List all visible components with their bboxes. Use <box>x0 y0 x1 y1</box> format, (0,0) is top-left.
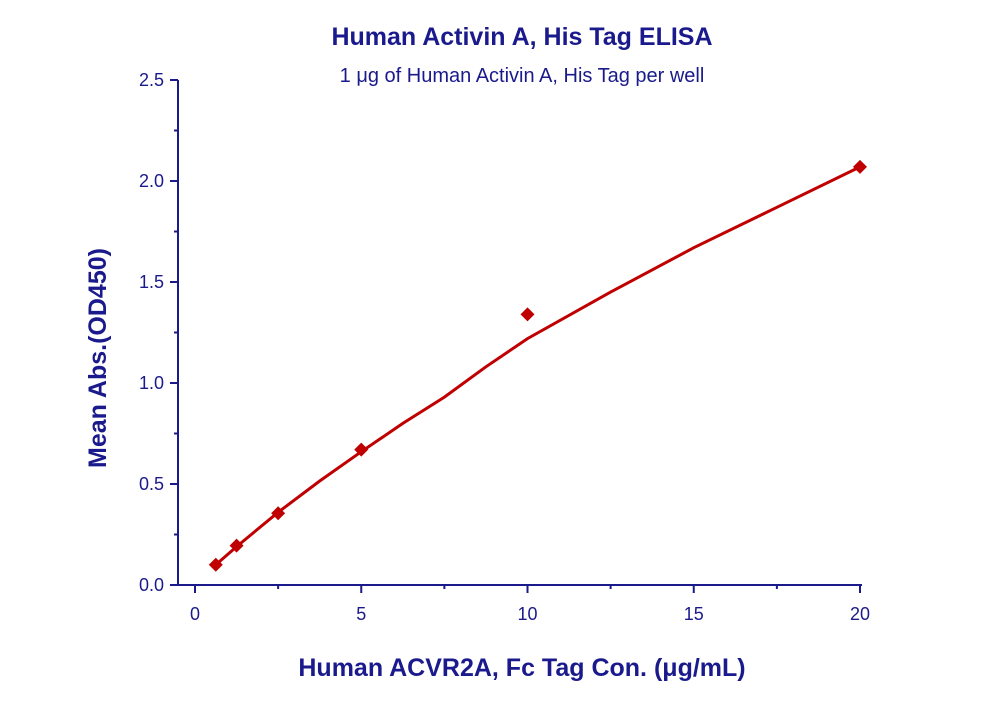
data-point <box>208 557 223 572</box>
data-points <box>208 159 867 572</box>
data-point <box>271 506 286 521</box>
fit-curve <box>214 165 861 566</box>
y-axis-label: Mean Abs.(OD450) <box>84 248 112 468</box>
chart-title: Human Activin A, His Tag ELISA <box>331 23 712 51</box>
y-tick-label: 1.0 <box>139 373 164 393</box>
x-tick-label: 20 <box>850 604 870 624</box>
y-tick-label: 2.0 <box>139 171 164 191</box>
data-point <box>354 442 369 457</box>
data-point <box>520 307 535 322</box>
x-tick-label: 10 <box>517 604 537 624</box>
y-axis-ticks: 0.0 0.5 1.0 1.5 2.0 2.5 <box>139 70 178 595</box>
x-tick-label: 5 <box>356 604 366 624</box>
x-tick-label: 0 <box>190 604 200 624</box>
data-point <box>853 159 867 174</box>
x-tick-label: 15 <box>684 604 704 624</box>
y-tick-label: 1.5 <box>139 272 164 292</box>
x-axis-ticks: 0 5 10 15 20 <box>190 585 870 624</box>
data-point <box>229 538 244 553</box>
y-tick-label: 0.5 <box>139 474 164 494</box>
y-tick-label: 2.5 <box>139 70 164 90</box>
chart-subtitle: 1 μg of Human Activin A, His Tag per wel… <box>340 65 705 87</box>
y-tick-label: 0.0 <box>139 575 164 595</box>
x-axis-label: Human ACVR2A, Fc Tag Con. (μg/mL) <box>298 654 745 682</box>
